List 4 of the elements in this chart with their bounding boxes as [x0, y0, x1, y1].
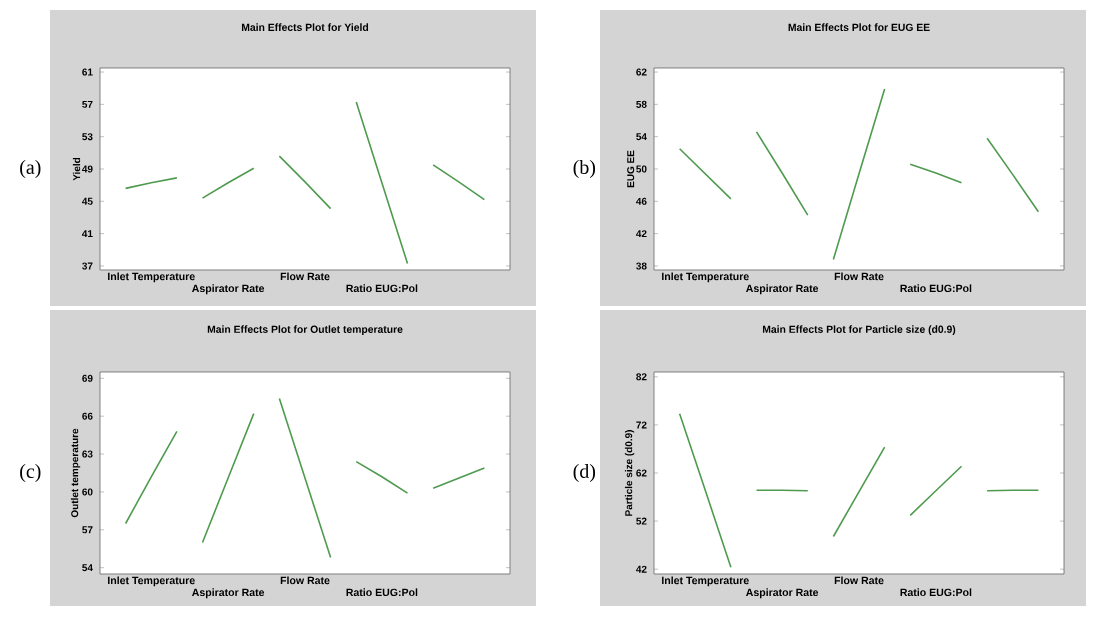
text: (c)	[20, 463, 41, 483]
text: (b)	[573, 159, 596, 179]
text: (d)	[573, 463, 596, 483]
text: (a)	[20, 159, 41, 179]
